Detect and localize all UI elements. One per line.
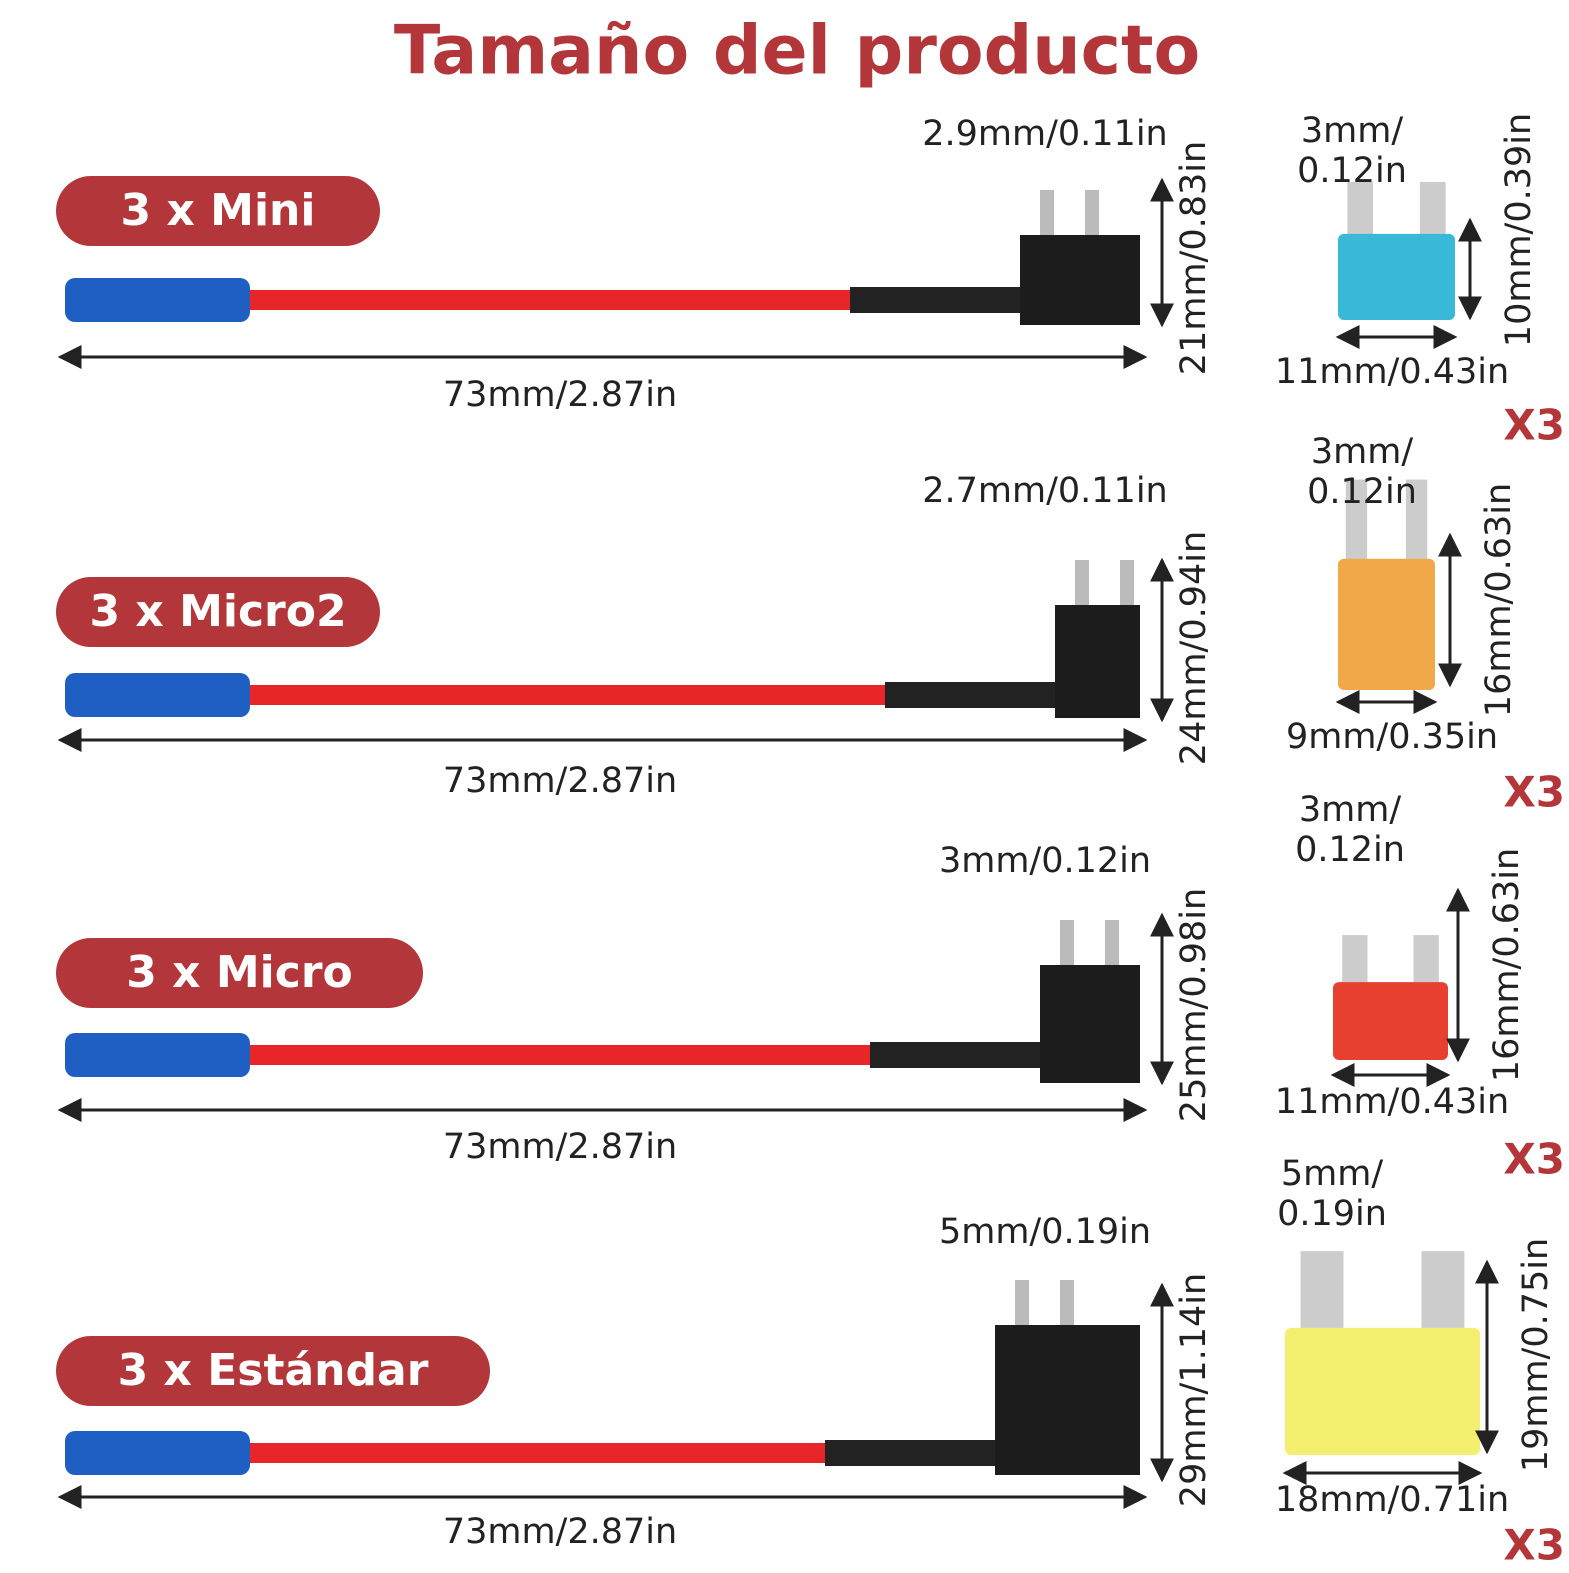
quantity: X3 xyxy=(1503,401,1565,450)
terminal xyxy=(65,673,250,717)
label-pill xyxy=(56,938,423,1008)
label-pill xyxy=(56,577,380,647)
fuse-blade-size: 5mm/ xyxy=(1281,1154,1383,1194)
height-size: 21mm/0.83in xyxy=(1174,141,1214,375)
terminal xyxy=(65,1431,250,1475)
height-size: 24mm/0.94in xyxy=(1174,531,1214,765)
fuse-height-size: 16mm/0.63in xyxy=(1479,483,1519,717)
fuse-body xyxy=(1333,982,1448,1060)
quantity: X3 xyxy=(1503,1135,1565,1184)
label-pill xyxy=(56,176,380,246)
blade-size: 2.9mm/0.11in xyxy=(922,114,1167,154)
fuse-width-size: 11mm/0.43in xyxy=(1275,1082,1509,1122)
height-size: 25mm/0.98in xyxy=(1174,888,1214,1122)
sleeve xyxy=(870,1042,1040,1068)
fuse-width-size: 11mm/0.43in xyxy=(1275,352,1509,392)
blade xyxy=(1085,190,1099,235)
wire xyxy=(240,290,1020,310)
blade xyxy=(1040,190,1054,235)
fuse-height-size: 16mm/0.63in xyxy=(1487,848,1527,1082)
fuse-blade-size: 0.19in xyxy=(1277,1194,1387,1234)
row-label: 3 x Micro2 xyxy=(89,586,346,637)
connector xyxy=(1020,235,1140,325)
fuse-height-size: 10mm/0.39in xyxy=(1499,113,1539,347)
fuse-body xyxy=(1338,233,1455,320)
blade-size: 3mm/0.12in xyxy=(939,841,1151,881)
connector xyxy=(1055,605,1140,718)
fuse-width-size: 9mm/0.35in xyxy=(1286,717,1498,757)
fuse-blade-size: 0.12in xyxy=(1297,151,1407,191)
label-pill xyxy=(56,1336,490,1406)
row-label: 3 x Micro xyxy=(126,947,353,998)
terminal xyxy=(65,278,250,322)
length-size: 73mm/2.87in xyxy=(443,1127,677,1167)
length-size: 73mm/2.87in xyxy=(443,1512,677,1552)
fuse-blade-size: 0.12in xyxy=(1295,830,1405,870)
connector xyxy=(1040,965,1140,1083)
fuse-body xyxy=(1338,558,1435,690)
height-size: 29mm/1.14in xyxy=(1174,1273,1214,1507)
wire xyxy=(240,685,1055,705)
sleeve xyxy=(825,1440,995,1466)
blade xyxy=(1060,920,1074,965)
title: Tamaño del producto xyxy=(394,12,1200,91)
blade xyxy=(1075,560,1089,605)
fuse-height-size: 19mm/0.75in xyxy=(1516,1238,1556,1472)
blade xyxy=(1120,560,1134,605)
fuse-body xyxy=(1285,1327,1480,1455)
connector xyxy=(995,1325,1140,1475)
fuse-blade-size: 3mm/ xyxy=(1301,111,1403,151)
terminal xyxy=(65,1033,250,1077)
fuse-blade-size: 3mm/ xyxy=(1311,432,1413,472)
blade-size: 5mm/0.19in xyxy=(939,1212,1151,1252)
wire xyxy=(240,1443,995,1463)
fuse-blade xyxy=(1345,479,1368,581)
quantity: X3 xyxy=(1503,768,1565,817)
fuse-blade-size: 3mm/ xyxy=(1299,790,1401,830)
blade xyxy=(1105,920,1119,965)
row-label: 3 x Mini xyxy=(121,185,316,236)
quantity: X3 xyxy=(1503,1521,1565,1570)
blade xyxy=(1060,1280,1074,1325)
row-label: 3 x Estándar xyxy=(118,1345,429,1396)
sleeve xyxy=(850,287,1020,313)
blade-size: 2.7mm/0.11in xyxy=(922,471,1167,511)
fuse-blade-size: 0.12in xyxy=(1307,472,1417,512)
wire xyxy=(240,1045,1040,1065)
sleeve xyxy=(885,682,1055,708)
length-size: 73mm/2.87in xyxy=(443,375,677,415)
blade xyxy=(1015,1280,1029,1325)
length-size: 73mm/2.87in xyxy=(443,761,677,801)
fuse-blade xyxy=(1405,479,1428,581)
fuse-width-size: 18mm/0.71in xyxy=(1275,1480,1509,1520)
